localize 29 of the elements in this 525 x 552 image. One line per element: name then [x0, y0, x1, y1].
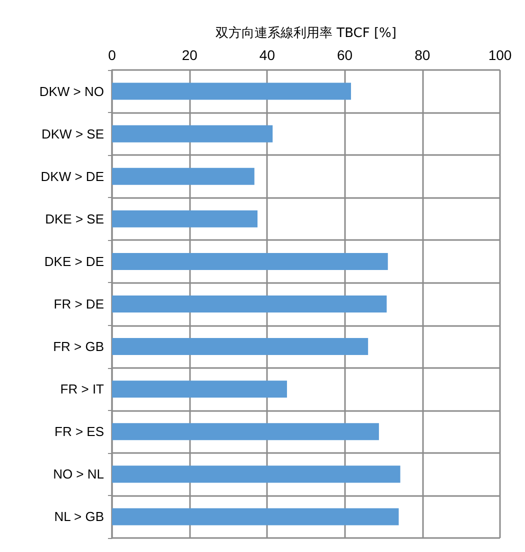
y-tick-label: DKW > SE: [42, 126, 104, 142]
y-tick-label: DKW > DE: [40, 168, 104, 184]
bar: [112, 380, 287, 398]
bar: [112, 125, 273, 142]
x-tick-label: 20: [182, 47, 198, 63]
y-tick-label: NL > GB: [54, 509, 104, 524]
y-tick-label: NO > NL: [53, 466, 104, 482]
x-tick-label: 100: [488, 47, 512, 63]
x-tick-label: 40: [259, 47, 276, 63]
bar: [112, 508, 399, 526]
y-tick-label: FR > IT: [60, 382, 104, 397]
bar: [112, 466, 400, 483]
y-tick-label: DKE > DE: [44, 254, 104, 269]
y-tick-label: FR > DE: [54, 296, 104, 312]
bar: [112, 338, 368, 356]
x-axis-title: 双方向連系線利用率 TBCF [%]: [216, 25, 396, 41]
bar: [112, 252, 388, 270]
x-tick-label: 60: [337, 47, 353, 63]
y-tick-label: DKE > SE: [45, 211, 104, 226]
y-tick-label: FR > ES: [54, 424, 104, 440]
y-tick-label: DKW > NO: [39, 84, 104, 99]
y-tick-label: FR > GB: [53, 339, 104, 354]
x-tick-label: 80: [414, 47, 430, 63]
bar: [112, 423, 379, 440]
bar: [112, 210, 258, 228]
bar: [112, 168, 254, 185]
bar: [112, 82, 352, 100]
bar: [112, 295, 387, 313]
x-tick-label: 0: [108, 47, 116, 63]
